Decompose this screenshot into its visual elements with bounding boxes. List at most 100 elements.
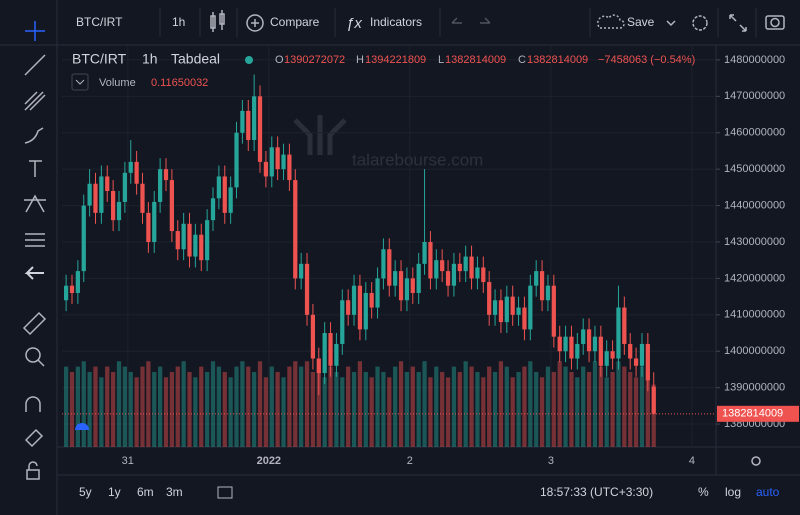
volume-bar: [393, 366, 398, 447]
interval-button[interactable]: 1h: [172, 15, 185, 29]
volume-bar: [163, 377, 169, 447]
volume-bar: [240, 361, 245, 447]
range-button[interactable]: 5y: [79, 485, 92, 499]
candle-body: [410, 278, 415, 293]
candle-body: [316, 358, 321, 374]
volume-bar: [469, 366, 474, 447]
x-tick-label: 4: [689, 455, 695, 467]
candle-body: [645, 343, 650, 381]
volume-bar: [234, 366, 239, 447]
candle-body: [569, 336, 574, 359]
settings-icon[interactable]: [692, 15, 708, 31]
indicators-button[interactable]: Indicators: [370, 15, 422, 29]
volume-bar: [457, 371, 462, 447]
volume-bar: [475, 371, 480, 447]
candle-body: [434, 260, 439, 279]
legend-interval: 1h: [142, 51, 158, 67]
axis-settings[interactable]: [751, 456, 761, 466]
date-range-icon[interactable]: [217, 486, 233, 499]
volume-bar: [498, 361, 504, 447]
legend-collapse[interactable]: [71, 73, 89, 91]
candle-type-icon[interactable]: [210, 10, 225, 32]
candle-body: [134, 161, 139, 184]
volume-bar: [492, 371, 498, 447]
candle-body: [381, 249, 386, 279]
volume-bar: [216, 366, 222, 447]
volume-bar: [134, 377, 139, 447]
fullscreen-icon[interactable]: [729, 14, 747, 32]
undo-redo[interactable]: [451, 17, 491, 24]
volume-bar: [604, 377, 609, 447]
candle-body: [187, 223, 192, 257]
volume-bar: [299, 366, 304, 447]
volume-bar: [310, 371, 316, 447]
volume-bar: [645, 371, 650, 447]
range-button[interactable]: 3m: [166, 485, 183, 499]
candle-body: [246, 110, 251, 141]
candle-body: [610, 351, 615, 359]
candle-body: [504, 296, 509, 323]
candle-body: [351, 285, 357, 315]
y-tick-label: 1470000000: [724, 90, 785, 102]
candle-body: [163, 169, 169, 181]
screenshot-icon[interactable]: [765, 15, 785, 30]
volume-bar: [205, 371, 210, 447]
volume-bar: [528, 361, 533, 447]
candle-body: [445, 271, 451, 286]
candle-body: [63, 285, 69, 301]
volume-bar: [404, 371, 410, 447]
volume-bar: [351, 371, 357, 447]
range-button[interactable]: 6m: [137, 485, 154, 499]
volume-bar: [140, 366, 145, 447]
candle-body: [557, 336, 562, 352]
close-value: 1382814009: [527, 54, 588, 66]
volume-bar: [598, 366, 603, 447]
volume-bar: [81, 361, 86, 447]
auto-toggle[interactable]: auto: [756, 485, 780, 499]
volume-bar: [651, 384, 656, 447]
candle-body: [175, 231, 180, 250]
cloud-icon[interactable]: [597, 14, 625, 29]
percent-toggle[interactable]: %: [698, 485, 709, 499]
volume-bar: [158, 366, 163, 447]
volume-bar: [116, 361, 122, 447]
save-menu[interactable]: [666, 20, 676, 27]
volume-bar: [257, 361, 263, 447]
range-button[interactable]: 1y: [108, 485, 121, 499]
volume-bar: [222, 371, 227, 447]
volume-label: Volume: [99, 77, 136, 89]
candle-body: [398, 271, 404, 301]
volume-bar: [322, 377, 327, 447]
candle-body: [510, 296, 515, 315]
candle-body: [563, 336, 568, 352]
volume-bar: [334, 371, 339, 447]
x-tick-label: 2: [407, 455, 413, 467]
compare-button[interactable]: Compare: [270, 15, 320, 29]
compare-icon[interactable]: [246, 14, 264, 32]
indicators-icon[interactable]: ƒx: [346, 15, 362, 32]
candle-body: [228, 187, 233, 213]
candle-body: [252, 96, 257, 141]
candle-body: [357, 285, 363, 330]
low-value: 1382814009: [445, 54, 506, 66]
volume-bar: [99, 377, 104, 447]
volume-bar: [551, 371, 556, 447]
candle-body: [498, 300, 504, 323]
save-button[interactable]: Save: [627, 15, 655, 29]
log-toggle[interactable]: log: [725, 485, 741, 499]
last-price-label: 1382814009: [722, 408, 783, 420]
volume-bar: [410, 366, 415, 447]
symbol-button[interactable]: BTC/IRT: [76, 15, 123, 29]
volume-bar: [487, 366, 492, 447]
candle-body: [651, 386, 656, 414]
volume-bar: [463, 361, 468, 447]
volume-bar: [87, 371, 92, 447]
drawing-tools[interactable]: [22, 21, 47, 480]
y-tick-label: 1480000000: [724, 54, 785, 66]
volume-bar: [181, 361, 186, 447]
close-label: C: [518, 54, 526, 66]
volume-bar: [263, 377, 269, 447]
volume-bar: [428, 377, 433, 447]
watermark-logo: [293, 115, 347, 155]
